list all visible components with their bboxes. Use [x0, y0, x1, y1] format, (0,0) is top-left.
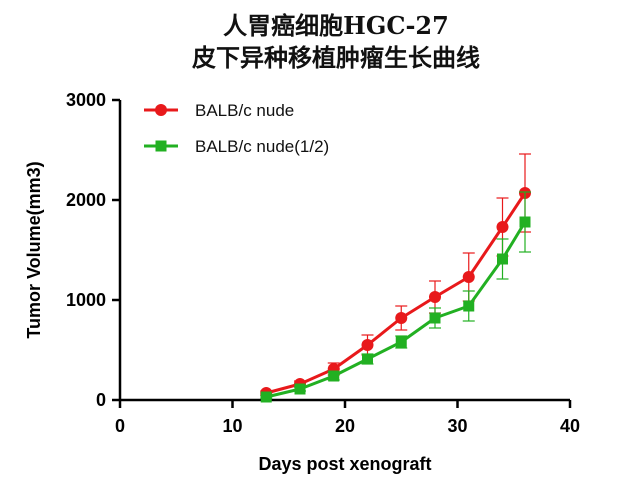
- chart-title-line-2: 皮下异种移植肿瘤生长曲线: [192, 43, 480, 72]
- data-point: [429, 312, 441, 324]
- x-ticks: 0 10 20 30 40: [115, 400, 580, 436]
- data-point: [294, 383, 306, 395]
- x-tick-label: 10: [222, 416, 242, 436]
- legend-item-1: BALB/c nude: [144, 101, 294, 120]
- x-axis-title: Days post xenograft: [258, 454, 431, 474]
- data-point: [429, 291, 441, 303]
- series-line-1: [265, 192, 527, 395]
- data-point: [462, 271, 475, 283]
- legend-marker-2: [155, 140, 167, 152]
- chart-title: 人胃癌细胞HGC-27 皮下异种移植肿瘤生长曲线: [192, 11, 480, 72]
- data-point: [496, 221, 509, 233]
- series-2: [260, 191, 531, 403]
- y-tick-label: 0: [96, 390, 106, 410]
- error-bars-2: [260, 191, 531, 399]
- y-tick-label: 1000: [66, 290, 106, 310]
- data-point: [519, 216, 531, 228]
- legend-marker-1: [155, 104, 167, 116]
- data-point: [362, 353, 373, 365]
- plot-area: [260, 153, 531, 403]
- data-point: [328, 370, 340, 382]
- legend-label-1: BALB/c nude: [195, 101, 294, 120]
- x-tick-label: 40: [560, 416, 580, 436]
- y-ticks: 0 1000 2000 3000: [66, 90, 120, 410]
- chart-title-line-1: 人胃癌细胞HGC-27: [223, 11, 449, 40]
- x-tick-label: 20: [335, 416, 355, 436]
- data-point: [361, 339, 374, 351]
- y-tick-label: 2000: [66, 190, 106, 210]
- legend-label-2: BALB/c nude(1/2): [195, 137, 329, 156]
- data-point: [395, 312, 408, 324]
- series-line-2: [265, 221, 527, 399]
- data-point: [463, 300, 475, 312]
- y-axis-title: Tumor Volume(mm3): [24, 161, 44, 338]
- y-tick-label: 3000: [66, 90, 106, 110]
- legend-item-2: BALB/c nude(1/2): [144, 137, 329, 156]
- x-tick-label: 0: [115, 416, 125, 436]
- data-point: [260, 391, 272, 403]
- legend: BALB/c nude BALB/c nude(1/2): [144, 101, 329, 156]
- x-tick-label: 30: [447, 416, 467, 436]
- data-point: [497, 253, 508, 265]
- data-point: [395, 336, 407, 348]
